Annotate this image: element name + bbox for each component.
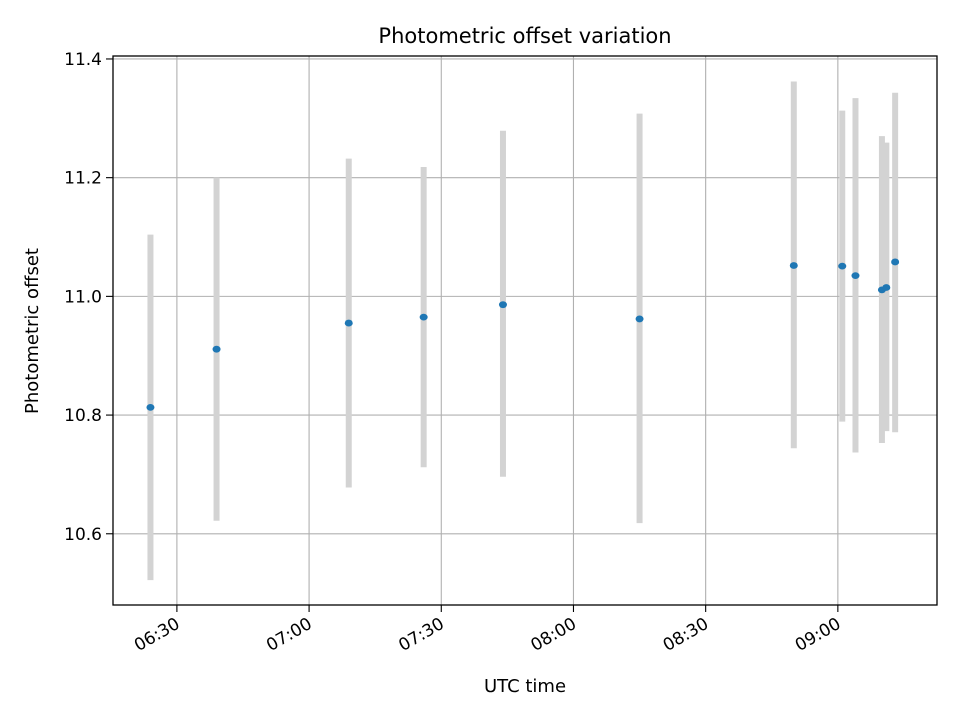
data-point (789, 262, 798, 269)
y-tick-label: 11.0 (64, 287, 102, 307)
y-tick-label: 11.4 (64, 50, 102, 70)
y-tick-label: 10.6 (64, 525, 102, 545)
grid (113, 56, 937, 605)
plot-frame (112, 55, 938, 606)
data-point (146, 403, 155, 411)
data-point (212, 345, 221, 353)
data-point (851, 272, 860, 279)
data-point (498, 301, 507, 309)
chart-title: Photometric offset variation (378, 24, 671, 48)
data-point (882, 284, 891, 291)
data-point (838, 262, 847, 270)
y-tick-label: 11.2 (64, 169, 102, 189)
data-point (344, 319, 353, 327)
y-axis-ticks: 10.6 10.8 11.0 11.2 11.4 (64, 50, 113, 545)
x-axis-label: UTC time (484, 676, 566, 697)
y-tick-label: 10.8 (64, 406, 102, 426)
data-point (891, 258, 900, 266)
data-point (419, 313, 428, 321)
data-points (146, 258, 900, 411)
data-point (635, 315, 644, 323)
y-axis-label: Photometric offset (22, 248, 43, 414)
